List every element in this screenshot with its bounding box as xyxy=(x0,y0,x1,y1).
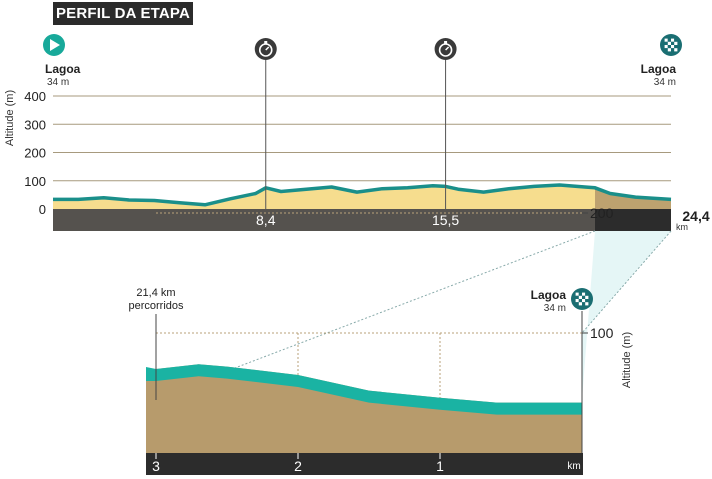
zoom-x-ticks: 3 2 1 km xyxy=(152,453,581,474)
main-y-tick-label: 200 xyxy=(24,146,46,161)
checkpoint-lines xyxy=(265,59,447,209)
zoom-finish-checkered-flag-icon xyxy=(571,288,593,310)
zoom-y-ticks: 100 200 xyxy=(590,205,614,341)
zoom-x-tick-label: km xyxy=(567,461,580,472)
distance-covered-note: percorridos xyxy=(128,300,184,312)
zoom-connector-line xyxy=(581,230,672,334)
stopwatch-icon xyxy=(254,38,277,60)
main-y-tick-label: 0 xyxy=(39,202,46,217)
main-axis-band xyxy=(53,209,671,231)
main-profile-line xyxy=(53,183,672,207)
finish-location-name: Lagoa xyxy=(641,62,677,76)
stopwatch-icon xyxy=(434,38,457,60)
zoom-y-axis-title: Altitude (m) xyxy=(621,332,633,388)
total-distance-label: 24,4 xyxy=(682,208,709,224)
finish-location-elevation: 34 m xyxy=(654,77,676,88)
distance-covered-note: 21,4 km xyxy=(136,287,175,299)
zoom-road-surface xyxy=(146,364,582,415)
zoom-y-tick-label: 100 xyxy=(590,325,614,341)
main-terrain-area xyxy=(53,185,671,209)
checkpoint-km-label-1: 8,4 xyxy=(256,212,276,228)
zoom-ground-area xyxy=(146,364,582,453)
finish-checkered-flag-icon xyxy=(660,34,682,56)
zoom-x-tick-label: 2 xyxy=(294,458,302,474)
zoom-y-tick-label: 200 xyxy=(590,205,614,221)
zoom-x-tick-label: 1 xyxy=(436,458,444,474)
main-y-axis-title: Altitude (m) xyxy=(4,90,16,146)
start-location-name: Lagoa xyxy=(45,62,81,76)
main-y-tick-label: 300 xyxy=(24,117,46,132)
start-location-elevation: 34 m xyxy=(47,77,69,88)
checkpoint-km-label-2: 15,5 xyxy=(432,212,459,228)
stage-profile-title: PERFIL DA ETAPA xyxy=(53,2,193,25)
zoom-finish-name: Lagoa xyxy=(531,288,567,302)
main-grid xyxy=(53,95,671,182)
main-y-ticks: 0 100 200 300 400 xyxy=(24,89,46,217)
main-axis-band-final-segment xyxy=(595,209,671,231)
main-y-tick-label: 100 xyxy=(24,174,46,189)
zoom-finish-elevation: 34 m xyxy=(544,303,566,314)
total-distance-unit: km xyxy=(676,222,688,232)
zoom-x-tick-label: 3 xyxy=(152,458,160,474)
zoom-axis-band xyxy=(146,453,583,475)
start-marker-icon xyxy=(43,34,65,56)
zoom-highlight-wedge xyxy=(582,231,671,400)
main-y-tick-label: 400 xyxy=(24,89,46,104)
